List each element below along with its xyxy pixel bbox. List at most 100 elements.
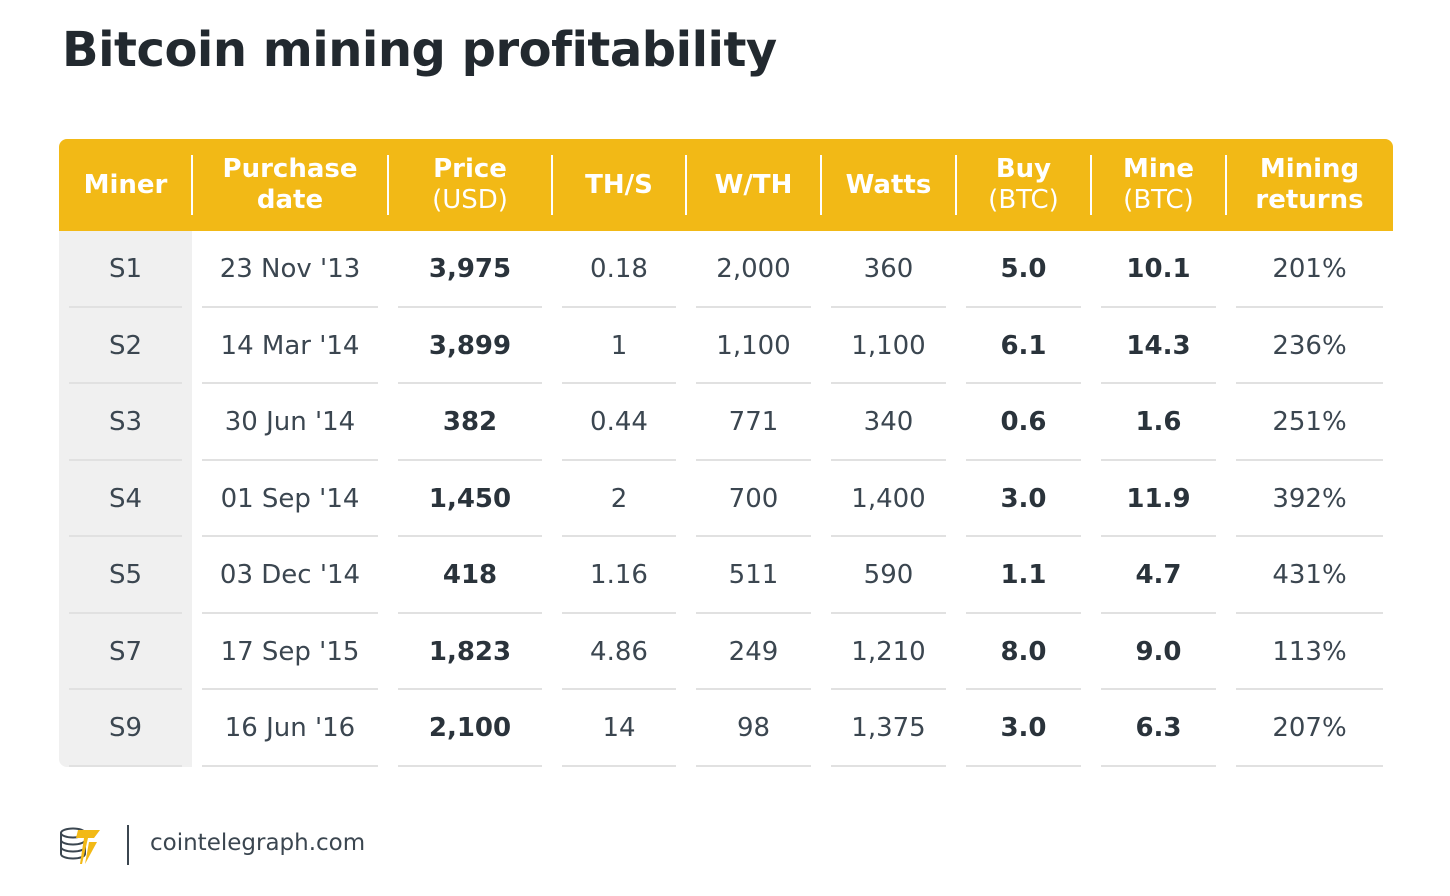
row-rule (202, 305, 378, 308)
cell-mining-returns: 431% (1272, 560, 1347, 591)
cell-wth: 511 (728, 560, 779, 591)
row-rule (831, 305, 946, 308)
row-rule (696, 535, 811, 537)
column-header-label: Mine (1123, 154, 1194, 184)
cell-wth: 700 (728, 483, 779, 514)
cell-watts: 1,400 (851, 483, 926, 514)
row-rule (966, 535, 1081, 537)
column-separator (1090, 155, 1092, 215)
table-row: S9 16 Jun '16 2,100 14 98 1,375 3.0 6.3 207% (59, 690, 1393, 767)
row-rule (1101, 305, 1216, 308)
row-rule (398, 688, 542, 690)
row-rule (69, 688, 182, 690)
cell-price-usd: 3,899 (428, 330, 512, 361)
column-separator (820, 155, 822, 215)
cell-ths: 1.16 (590, 560, 648, 591)
row-rule (966, 764, 1081, 767)
row-rule (1101, 764, 1216, 767)
row-rule (1236, 305, 1383, 308)
row-rule (562, 535, 676, 537)
cell-mining-returns: 251% (1272, 407, 1347, 438)
row-rule (398, 764, 542, 767)
cell-buy-btc: 3.0 (1000, 713, 1047, 744)
column-header-label: TH/S (585, 169, 653, 200)
site-url: cointelegraph.com (150, 830, 366, 856)
row-rule (1236, 764, 1383, 767)
cell-ths: 0.18 (590, 254, 648, 285)
row-rule (202, 458, 378, 461)
page-title: Bitcoin mining profitability (62, 22, 777, 78)
cell-buy-btc: 5.0 (1000, 254, 1047, 285)
table-row: S3 30 Jun '14 382 0.44 771 340 0.6 1.6 251% (59, 384, 1393, 461)
column-header-mining-returns: Mining returns (1226, 139, 1393, 231)
column-header-purchase-date: Purchase date (192, 139, 388, 231)
row-rule (696, 688, 811, 690)
cell-watts: 360 (863, 254, 914, 285)
row-rule (398, 382, 542, 384)
footer-divider (127, 825, 129, 865)
column-header-unit: returns (1255, 185, 1364, 215)
column-separator (387, 155, 389, 215)
cell-ths: 4.86 (590, 636, 648, 667)
cell-wth: 771 (728, 407, 779, 438)
cell-buy-btc: 6.1 (1000, 330, 1047, 361)
row-rule (1101, 382, 1216, 384)
row-rule (1101, 611, 1216, 614)
column-separator (955, 155, 957, 215)
cell-wth: 249 (728, 636, 779, 667)
row-rule (562, 688, 676, 690)
row-rule (696, 305, 811, 308)
table-row: S2 14 Mar '14 3,899 1 1,100 1,100 6.1 14.3 236% (59, 308, 1393, 384)
cell-wth: 98 (736, 713, 771, 744)
column-header-label: Mining (1259, 154, 1360, 184)
row-rule (1101, 688, 1216, 690)
cell-mine-btc: 6.3 (1135, 713, 1182, 744)
cell-purchase-date: 01 Sep '14 (220, 483, 360, 514)
row-rule (1236, 458, 1383, 461)
cell-purchase-date: 03 Dec '14 (219, 560, 361, 591)
row-rule (202, 535, 378, 537)
row-rule (1101, 535, 1216, 537)
row-rule (831, 458, 946, 461)
row-rule (1101, 458, 1216, 461)
row-rule (69, 764, 182, 767)
row-rule (831, 688, 946, 690)
row-rule (562, 611, 676, 614)
row-rule (966, 611, 1081, 614)
cell-ths: 0.44 (590, 407, 648, 438)
cell-mining-returns: 201% (1272, 254, 1347, 285)
column-header-label: Watts (845, 169, 932, 200)
row-rule (831, 382, 946, 384)
row-rule (696, 382, 811, 384)
table-row: S5 03 Dec '14 418 1.16 511 590 1.1 4.7 431% (59, 537, 1393, 614)
cell-buy-btc: 1.1 (1000, 560, 1047, 591)
row-rule (696, 458, 811, 461)
row-rule (966, 305, 1081, 308)
row-rule (398, 305, 542, 308)
cell-miner: S1 (108, 254, 143, 285)
cell-mining-returns: 113% (1272, 636, 1347, 667)
table-row: S7 17 Sep '15 1,823 4.86 249 1,210 8.0 9.0 113% (59, 614, 1393, 690)
row-rule (1236, 611, 1383, 614)
column-header-unit: (USD) (432, 185, 508, 215)
column-header-miner: Miner (59, 139, 192, 231)
column-header-mine-btc: Mine (BTC) (1091, 139, 1226, 231)
row-rule (696, 611, 811, 614)
row-rule (398, 458, 542, 461)
cell-purchase-date: 30 Jun '14 (224, 407, 356, 438)
cell-miner: S7 (108, 636, 143, 667)
column-header-buy-btc: Buy (BTC) (956, 139, 1091, 231)
column-header-unit: (BTC) (1123, 185, 1194, 215)
row-rule (696, 764, 811, 767)
column-separator (551, 155, 553, 215)
cell-purchase-date: 23 Nov '13 (219, 254, 361, 285)
cointelegraph-logo-icon (58, 824, 104, 868)
miner-column-background (59, 231, 192, 767)
cell-miner: S9 (108, 713, 143, 744)
column-header-wth: W/TH (686, 139, 821, 231)
column-header-unit: date (256, 185, 324, 215)
cell-miner: S3 (108, 407, 143, 438)
row-rule (562, 382, 676, 384)
column-header-price-usd: Price (USD) (388, 139, 552, 231)
